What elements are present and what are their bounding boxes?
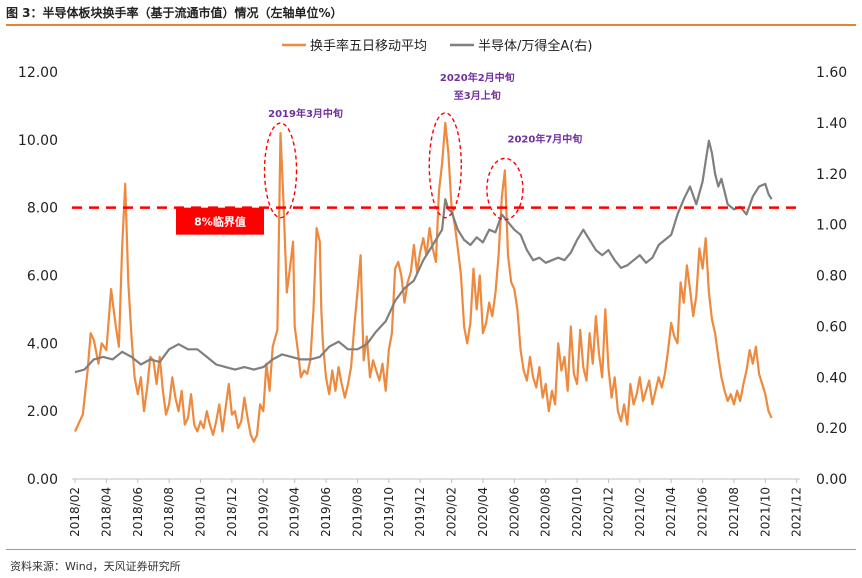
title-underline <box>6 24 856 26</box>
x-tick-label: 2020/04 <box>476 487 490 537</box>
x-tick-label: 2021/08 <box>727 487 741 537</box>
x-tick-label: 2020/06 <box>507 487 521 537</box>
y-left-tick-label: 4.00 <box>27 336 58 352</box>
y-right-tick-label: 0.80 <box>816 269 847 285</box>
x-tick-label: 2021/04 <box>664 487 678 537</box>
peak-annotation-text: 2019年3月中旬 <box>268 107 343 120</box>
x-tick-label: 2020/12 <box>601 487 615 537</box>
y-left-tick-label: 8.00 <box>27 201 58 217</box>
turnover-series-line <box>74 121 773 443</box>
y-right-tick-label: 1.20 <box>816 167 847 183</box>
y-left-tick-label: 6.00 <box>27 269 58 285</box>
x-tick-label: 2019/12 <box>413 487 427 537</box>
x-tick-label: 2018/08 <box>162 487 176 537</box>
threshold-label-box <box>176 207 264 235</box>
legend-label-turnover: 换手率五日移动平均 <box>310 38 427 54</box>
y-right-tick-label: 1.60 <box>816 65 847 81</box>
x-tick-label: 2018/02 <box>68 487 82 537</box>
y-right-tick-label: 1.40 <box>816 116 847 132</box>
y-right-tick-label: 0.20 <box>816 421 847 437</box>
footer-rule <box>6 549 856 550</box>
x-tick-label: 2021/10 <box>758 487 772 537</box>
peak-highlight-ellipse <box>486 157 524 221</box>
y-left-tick-label: 2.00 <box>27 404 58 420</box>
x-tick-label: 2018/10 <box>194 487 208 537</box>
peak-highlight-ellipse <box>263 122 298 219</box>
x-tick-label: 2019/10 <box>382 487 396 537</box>
x-tick-label: 2018/12 <box>225 487 239 537</box>
y-left-tick-label: 10.00 <box>18 133 58 149</box>
x-tick-label: 2021/12 <box>790 487 804 537</box>
x-tick-label: 2021/06 <box>696 487 710 537</box>
x-tick-label: 2018/04 <box>99 487 113 537</box>
y-right-tick-label: 0.40 <box>816 370 847 386</box>
x-tick-label: 2020/08 <box>539 487 553 537</box>
source-note: 资料来源：Wind，天风证券研究所 <box>10 560 181 573</box>
x-tick-label: 2020/02 <box>445 487 459 537</box>
y-right-tick-label: 0.00 <box>816 472 847 488</box>
y-right-tick-label: 1.00 <box>816 218 847 234</box>
figure-title: 图 3：半导体板块换手率（基于流通市值）情况（左轴单位%） <box>6 6 343 20</box>
legend-label-relative: 半导体/万得全A(右) <box>478 38 592 54</box>
x-tick-label: 2018/06 <box>131 487 145 537</box>
x-tick-label: 2019/08 <box>350 487 364 537</box>
y-left-tick-label: 0.00 <box>27 472 58 488</box>
y-left-tick-label: 12.00 <box>18 65 58 81</box>
peak-annotation-text: 至3月上旬 <box>454 89 501 102</box>
peak-annotation-text: 2020年7月中旬 <box>507 132 582 145</box>
x-tick-label: 2019/04 <box>288 487 302 537</box>
x-tick-label: 2019/02 <box>256 487 270 537</box>
x-tick-label: 2021/02 <box>633 487 647 537</box>
threshold-label: 8%临界值 <box>194 215 246 229</box>
peak-annotation-text: 2020年2月中旬 <box>440 71 515 84</box>
x-tick-label: 2020/10 <box>570 487 584 537</box>
x-tick-label: 2019/06 <box>319 487 333 537</box>
y-right-tick-label: 0.60 <box>816 319 847 335</box>
peak-highlight-ellipse <box>428 112 462 219</box>
relative-index-series-line <box>74 139 773 374</box>
